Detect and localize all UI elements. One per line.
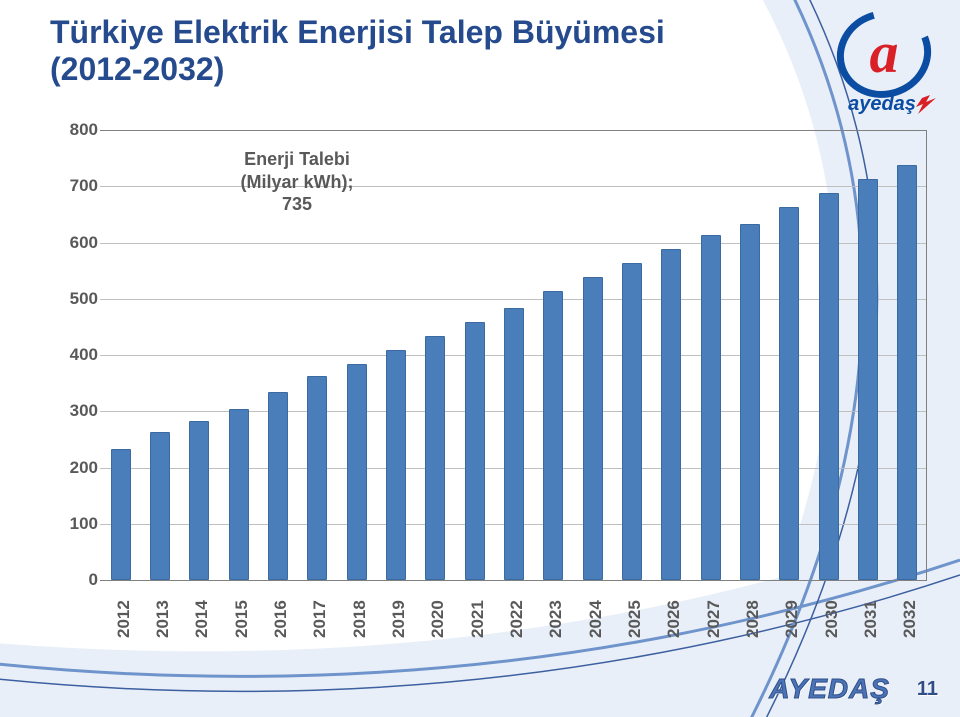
bar <box>819 193 839 580</box>
x-tick-label: 2026 <box>664 600 684 638</box>
bar <box>543 291 563 580</box>
y-tick-label: 700 <box>52 176 98 196</box>
x-tick-label: 2020 <box>428 600 448 638</box>
x-tick-label: 2027 <box>704 600 724 638</box>
bar <box>150 432 170 580</box>
callout-line-1: Enerji Talebi <box>222 148 372 171</box>
series-data-label: Enerji Talebi (Milyar kWh); 735 <box>222 148 372 216</box>
y-tick-label: 200 <box>52 458 98 478</box>
x-tick-label: 2030 <box>822 600 842 638</box>
bar <box>307 376 327 581</box>
x-tick-label: 2028 <box>743 600 763 638</box>
y-tick-label: 800 <box>52 120 98 140</box>
y-axis: 0100200300400500600700800 <box>52 130 98 580</box>
bar <box>229 409 249 580</box>
x-tick-label: 2012 <box>114 600 134 638</box>
y-tick-label: 500 <box>52 289 98 309</box>
x-tick-label: 2032 <box>900 600 920 638</box>
y-tick-label: 300 <box>52 401 98 421</box>
x-axis-line <box>100 580 926 581</box>
x-tick-label: 2017 <box>310 600 330 638</box>
bar <box>622 263 642 580</box>
x-tick-label: 2021 <box>468 600 488 638</box>
title-line-1: Türkiye Elektrik Enerjisi Talep Büyümesi <box>50 14 665 50</box>
callout-line-3: 735 <box>222 193 372 216</box>
bar <box>386 350 406 580</box>
y-tick-label: 100 <box>52 514 98 534</box>
x-tick-label: 2019 <box>389 600 409 638</box>
x-tick-label: 2016 <box>271 600 291 638</box>
bolt-icon <box>916 95 936 114</box>
bar <box>347 364 367 580</box>
bar <box>701 235 721 580</box>
page-number: 11 <box>917 678 938 701</box>
x-tick-label: 2023 <box>546 600 566 638</box>
x-tick-label: 2024 <box>586 600 606 638</box>
x-tick-label: 2029 <box>782 600 802 638</box>
bar <box>189 421 209 581</box>
bar <box>661 249 681 580</box>
slide-root: Türkiye Elektrik Enerjisi Talep Büyümesi… <box>0 0 960 717</box>
bar <box>858 179 878 580</box>
bar <box>465 322 485 580</box>
ayedas-logo: a ayedaş <box>822 10 942 120</box>
x-tick-label: 2018 <box>350 600 370 638</box>
x-tick-label: 2031 <box>861 600 881 638</box>
logo-brand-text: ayedaş <box>848 93 916 115</box>
y-tick-label: 600 <box>52 233 98 253</box>
x-tick-label: 2014 <box>192 600 212 638</box>
slide-title: Türkiye Elektrik Enerjisi Talep Büyümesi… <box>50 14 665 88</box>
bar <box>504 308 524 580</box>
bar <box>779 207 799 580</box>
bar <box>268 392 288 580</box>
energy-demand-bar-chart: 0100200300400500600700800 20122013201420… <box>42 130 926 580</box>
title-line-2: (2012-2032) <box>50 51 665 88</box>
svg-text:a: a <box>870 20 899 85</box>
y-tick-label: 0 <box>52 570 98 590</box>
x-axis-labels: 2012 2013 2014 2015 2016 2017 2018 2019 2020 2021… <box>100 586 926 666</box>
callout-line-2: (Milyar kWh); <box>222 171 372 194</box>
bar <box>897 165 917 580</box>
bar <box>425 336 445 580</box>
x-tick-label: 2013 <box>153 600 173 638</box>
x-tick-label: 2022 <box>507 600 527 638</box>
bar <box>583 277 603 580</box>
footer-brand: AYEDAŞ <box>769 673 890 705</box>
x-tick-label: 2025 <box>625 600 645 638</box>
bar <box>111 449 131 580</box>
x-tick-label: 2015 <box>232 600 252 638</box>
y-tick-label: 400 <box>52 345 98 365</box>
bar <box>740 224 760 580</box>
